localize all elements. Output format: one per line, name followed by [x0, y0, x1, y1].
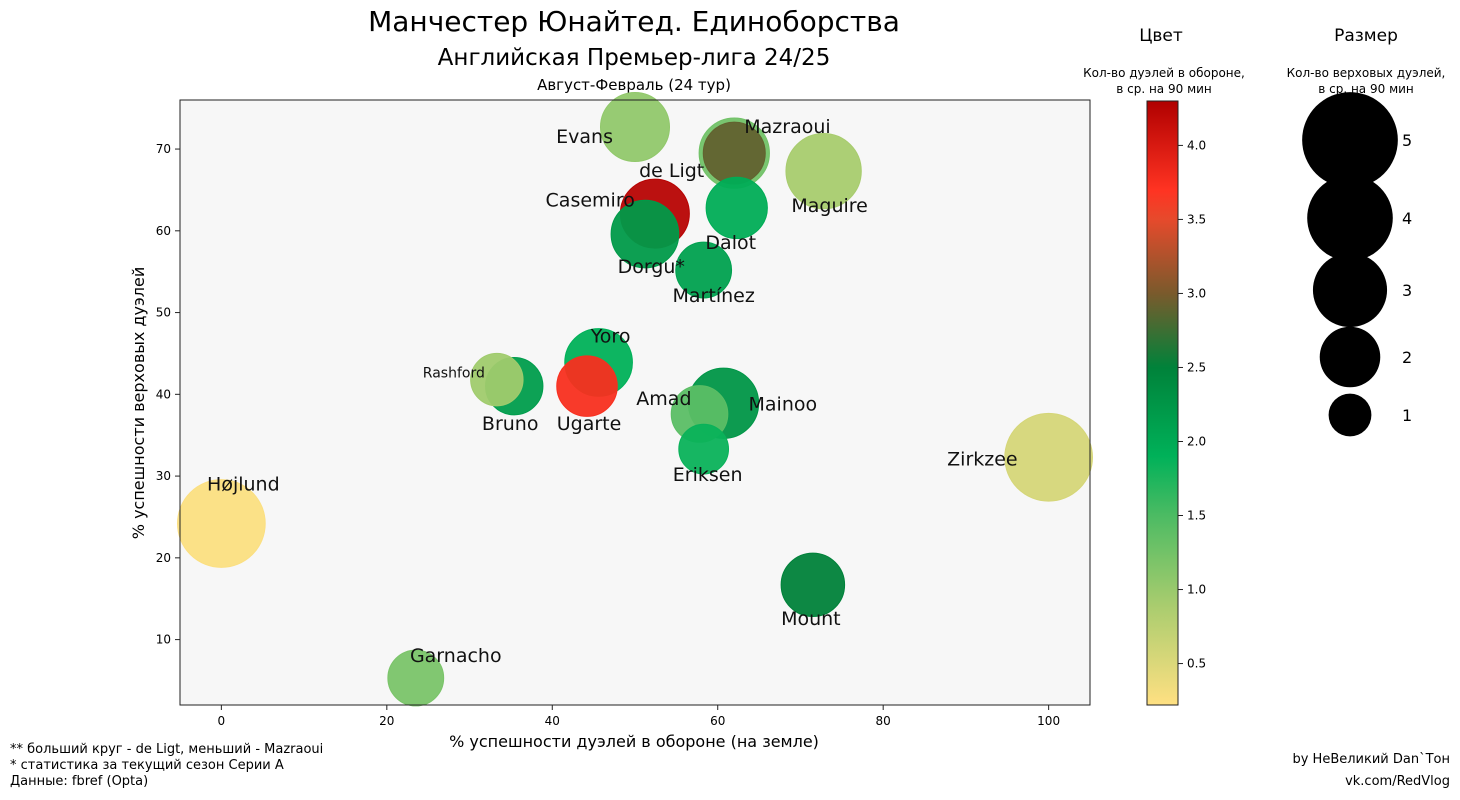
size-legend: Размер Кол-во верховых дуэлей, в ср. на …	[1287, 26, 1446, 437]
point-dorgu	[610, 199, 680, 269]
point-label: Eriksen	[673, 464, 743, 486]
point-label: Yoro	[590, 325, 631, 347]
point-eriksen	[678, 423, 730, 475]
titles: Манчестер Юнайтед. Единоборства Английск…	[368, 5, 900, 94]
size-legend-entries: 5 4 3 2 1	[1302, 92, 1412, 437]
x-tick-label: 20	[379, 714, 394, 728]
point-label: Evans	[556, 126, 613, 148]
size-legend-label-line2: в ср. на 90 мин	[1318, 82, 1414, 96]
point-label: Garnacho	[410, 645, 502, 667]
point-garnacho	[387, 649, 445, 707]
size-legend-circle	[1312, 252, 1388, 328]
colorbar-label-line1: Кол-во дуэлей в обороне,	[1083, 66, 1245, 80]
x-axis: 0 20 40 60 80 100	[218, 705, 1060, 728]
colorbar-tick-label: 1.0	[1187, 583, 1206, 597]
y-tick-label: 10	[156, 633, 171, 647]
y-tick-label: 60	[156, 224, 171, 238]
footnote-serie-a: * статистика за текущий сезон Серии А	[10, 758, 284, 773]
colorbar-tick-label: 3.0	[1187, 286, 1206, 300]
y-tick-label: 30	[156, 469, 171, 483]
size-legend-value: 1	[1402, 406, 1412, 425]
y-tick-label: 70	[156, 142, 171, 156]
x-tick-label: 100	[1037, 714, 1060, 728]
credit-link: vk.com/RedVlog	[1345, 774, 1450, 789]
size-legend-value: 3	[1402, 281, 1412, 300]
point-label: de Ligt	[639, 160, 704, 182]
footnote-de-ligt: ** больший круг - de Ligt, меньший - Maz…	[10, 742, 324, 757]
point-labels: Evans Mazraoui de Ligt Maguire Casemiro Dalot…	[207, 116, 1018, 667]
point-label: Zirkzee	[947, 448, 1017, 470]
point-label: Dalot	[705, 232, 756, 254]
chart-period: Август-Февраль (24 тур)	[537, 76, 731, 94]
colorbar: Цвет Кол-во дуэлей в обороне, в ср. на 9…	[1083, 26, 1245, 706]
colorbar-label-line2: в ср. на 90 мин	[1116, 82, 1212, 96]
point-zirkzee	[1004, 412, 1093, 502]
point-evans	[599, 91, 671, 162]
size-legend-value: 5	[1402, 131, 1412, 150]
point-ugarte	[556, 355, 618, 417]
y-tick-label: 40	[156, 387, 171, 401]
point-label: Højlund	[207, 474, 280, 496]
colorbar-title: Цвет	[1139, 26, 1183, 46]
x-tick-label: 80	[876, 714, 891, 728]
footnote-source: Данные: fbref (Opta)	[10, 774, 149, 789]
colorbar-tick-label: 4.0	[1187, 138, 1206, 152]
colorbar-ticks: 0.5 1.0 1.5 2.0 2.5 3.0 3.5 4.0	[1178, 138, 1206, 671]
colorbar-tick-label: 2.5	[1187, 360, 1206, 374]
size-legend-circle	[1307, 175, 1393, 261]
colorbar-tick-label: 1.5	[1187, 509, 1206, 523]
point-label: Amad	[636, 388, 691, 410]
colorbar-tick-label: 2.0	[1187, 434, 1206, 448]
y-axis: 10 20 30 40 50 60 70	[156, 142, 180, 647]
point-martnez	[675, 241, 733, 299]
size-legend-title: Размер	[1334, 26, 1398, 46]
point-label: Bruno	[482, 413, 539, 435]
colorbar-tick-label: 0.5	[1187, 657, 1206, 671]
point-label: Ugarte	[557, 413, 622, 435]
chart-title: Манчестер Юнайтед. Единоборства	[368, 5, 900, 38]
point-label: Mainoo	[749, 393, 818, 415]
x-tick-label: 60	[710, 714, 725, 728]
point-højlund	[177, 479, 266, 568]
size-legend-value: 4	[1402, 209, 1412, 228]
colorbar-tick-label: 3.5	[1187, 212, 1206, 226]
point-label: Maguire	[791, 195, 868, 217]
colorbar-gradient	[1146, 100, 1179, 706]
point-mount	[780, 552, 846, 618]
size-legend-circle	[1302, 92, 1398, 188]
point-dalot	[705, 176, 768, 240]
credit-author: by НеВеликий Dan`Тон	[1292, 752, 1450, 767]
y-axis-label: % успешности верховых дуэлей	[129, 267, 148, 539]
point-label: Rashford	[423, 366, 485, 382]
size-legend-circle	[1328, 393, 1372, 437]
point-label: Dorgu*	[618, 256, 685, 278]
x-tick-label: 0	[218, 714, 226, 728]
point-maguire	[785, 132, 862, 210]
point-label: Casemiro	[546, 190, 635, 212]
x-tick-label: 40	[545, 714, 560, 728]
y-tick-label: 20	[156, 551, 171, 565]
chart-subtitle: Английская Премьер-лига 24/25	[438, 45, 831, 71]
y-tick-label: 50	[156, 306, 171, 320]
x-axis-label: % успешности дуэлей в обороне (на земле)	[449, 732, 819, 751]
point-label: Martínez	[673, 285, 755, 307]
plot-frame	[179, 99, 1091, 706]
point-label: Mount	[781, 608, 841, 630]
size-legend-circle	[1319, 326, 1381, 388]
point-label: Mazraoui	[744, 116, 830, 138]
size-legend-value: 2	[1402, 348, 1412, 367]
scatter-points	[177, 91, 1093, 707]
point-rashford	[470, 352, 524, 407]
size-legend-label-line1: Кол-во верховых дуэлей,	[1287, 66, 1446, 80]
